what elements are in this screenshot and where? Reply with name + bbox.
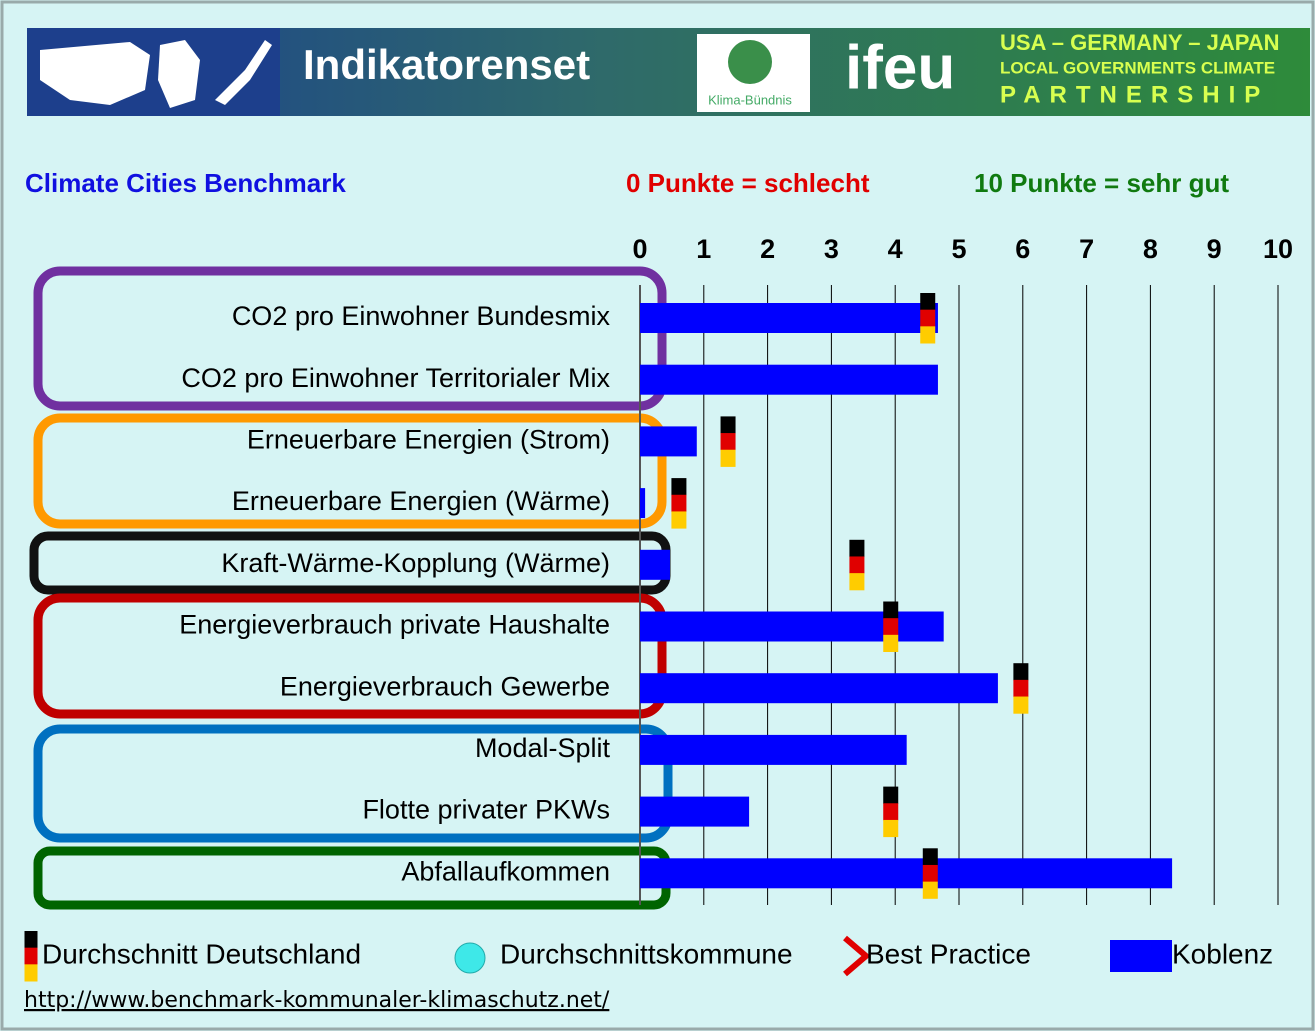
url-link[interactable]: http://www.benchmark-kommunaler-klimasch… <box>24 988 610 1013</box>
flag-marker <box>720 416 736 467</box>
flag-stripe <box>883 819 899 838</box>
group-box <box>33 413 667 529</box>
banner-title: Indikatorenset <box>303 41 590 88</box>
legend-label: Best Practice <box>866 938 1031 969</box>
category-label: CO2 pro Einwohner Bundesmix <box>232 301 611 331</box>
scale-high: 10 Punkte = sehr gut <box>974 168 1229 198</box>
flag-marker <box>920 293 936 344</box>
partnership-text: USA – GERMANY – JAPAN <box>1000 30 1280 55</box>
flag-stripe <box>720 433 736 451</box>
flag-stripe <box>1013 679 1029 698</box>
flag-stripe <box>920 293 936 311</box>
category-label: Erneuerbare Energien (Wärme) <box>232 486 610 516</box>
flag-stripe <box>922 881 938 899</box>
x-tick-label: 5 <box>951 234 966 264</box>
flag-stripe <box>24 931 38 949</box>
flag-stripe <box>922 864 938 883</box>
bar <box>640 488 646 519</box>
legend-label: Durchschnittskommune <box>500 938 793 969</box>
flag-marker <box>671 478 687 529</box>
category-label: Energieverbrauch private Haushalte <box>179 610 610 640</box>
legend-icon <box>1110 940 1172 972</box>
x-tick-label: 2 <box>760 234 775 264</box>
flag-stripe <box>1013 696 1029 714</box>
legend-label: Koblenz <box>1172 938 1273 969</box>
group-box <box>33 593 667 719</box>
flag-marker <box>1013 663 1029 714</box>
logo-globe <box>728 40 772 84</box>
flag-stripe <box>24 947 38 965</box>
flag-marker <box>883 601 899 652</box>
x-tick-label: 0 <box>632 234 647 264</box>
ifeu-logo: ifeu <box>845 33 955 102</box>
bar <box>640 796 750 827</box>
flag-marker <box>883 786 899 838</box>
bar <box>640 858 1173 889</box>
flag-stripe <box>883 803 899 821</box>
flag-stripe <box>922 848 938 866</box>
flag-marker <box>849 539 865 591</box>
flag-stripe <box>883 618 899 636</box>
partnership-text: PARTNERSHIP <box>1000 81 1269 108</box>
category-label: Flotte privater PKWs <box>362 795 610 825</box>
flag-stripe <box>24 964 38 982</box>
flag-marker <box>922 848 938 899</box>
flag-stripe <box>883 786 899 804</box>
category-label: Energieverbrauch Gewerbe <box>280 671 610 701</box>
category-label: Kraft-Wärme-Kopplung (Wärme) <box>221 548 610 578</box>
category-label: Modal-Split <box>475 733 611 763</box>
x-tick-label: 6 <box>1015 234 1030 264</box>
group-box <box>33 266 667 411</box>
x-tick-label: 3 <box>824 234 839 264</box>
x-tick-label: 8 <box>1143 234 1158 264</box>
bar <box>640 303 938 333</box>
flag-stripe <box>849 573 865 591</box>
group-box <box>33 724 673 843</box>
x-tick-label: 4 <box>888 234 903 264</box>
flag-stripe <box>883 601 899 619</box>
germany-map <box>158 40 200 108</box>
scale-low: 0 Punkte = schlecht <box>626 168 870 198</box>
x-tick-label: 10 <box>1263 234 1293 264</box>
url[interactable]: http://www.benchmark-kommunaler-klimasch… <box>24 988 610 1013</box>
bar <box>640 426 697 457</box>
logo-text: Klima-Bündnis <box>708 92 792 107</box>
flag-stripe <box>671 478 687 496</box>
usa-map <box>40 42 150 105</box>
flag-stripe <box>920 326 936 344</box>
partnership-text: LOCAL GOVERNMENTS CLIMATE <box>1000 58 1275 77</box>
x-tick-label: 1 <box>696 234 711 264</box>
legend-icon <box>843 935 871 977</box>
x-tick-label: 7 <box>1079 234 1094 264</box>
bar <box>640 364 938 395</box>
japan-map <box>215 40 272 105</box>
bar <box>640 734 907 765</box>
chart-title: Climate Cities Benchmark <box>25 168 346 198</box>
flag-stripe <box>720 416 736 434</box>
legend-label: Durchschnitt Deutschland <box>42 938 361 969</box>
bar <box>640 549 670 580</box>
flag-stripe <box>671 494 687 512</box>
flag-stripe <box>720 449 736 467</box>
category-label: CO2 pro Einwohner Territorialer Mix <box>181 363 610 393</box>
category-label: Abfallaufkommen <box>401 856 610 886</box>
bar <box>640 673 998 704</box>
flag-stripe <box>920 309 936 327</box>
flag-stripe <box>849 556 865 574</box>
legend-icon <box>454 942 486 974</box>
flag-stripe <box>1013 663 1029 681</box>
flag-stripe <box>883 634 899 652</box>
flag-stripe <box>849 539 865 557</box>
flag-marker <box>24 931 38 982</box>
flag-stripe <box>671 511 687 529</box>
category-label: Erneuerbare Energien (Strom) <box>247 425 610 455</box>
x-tick-label: 9 <box>1207 234 1222 264</box>
